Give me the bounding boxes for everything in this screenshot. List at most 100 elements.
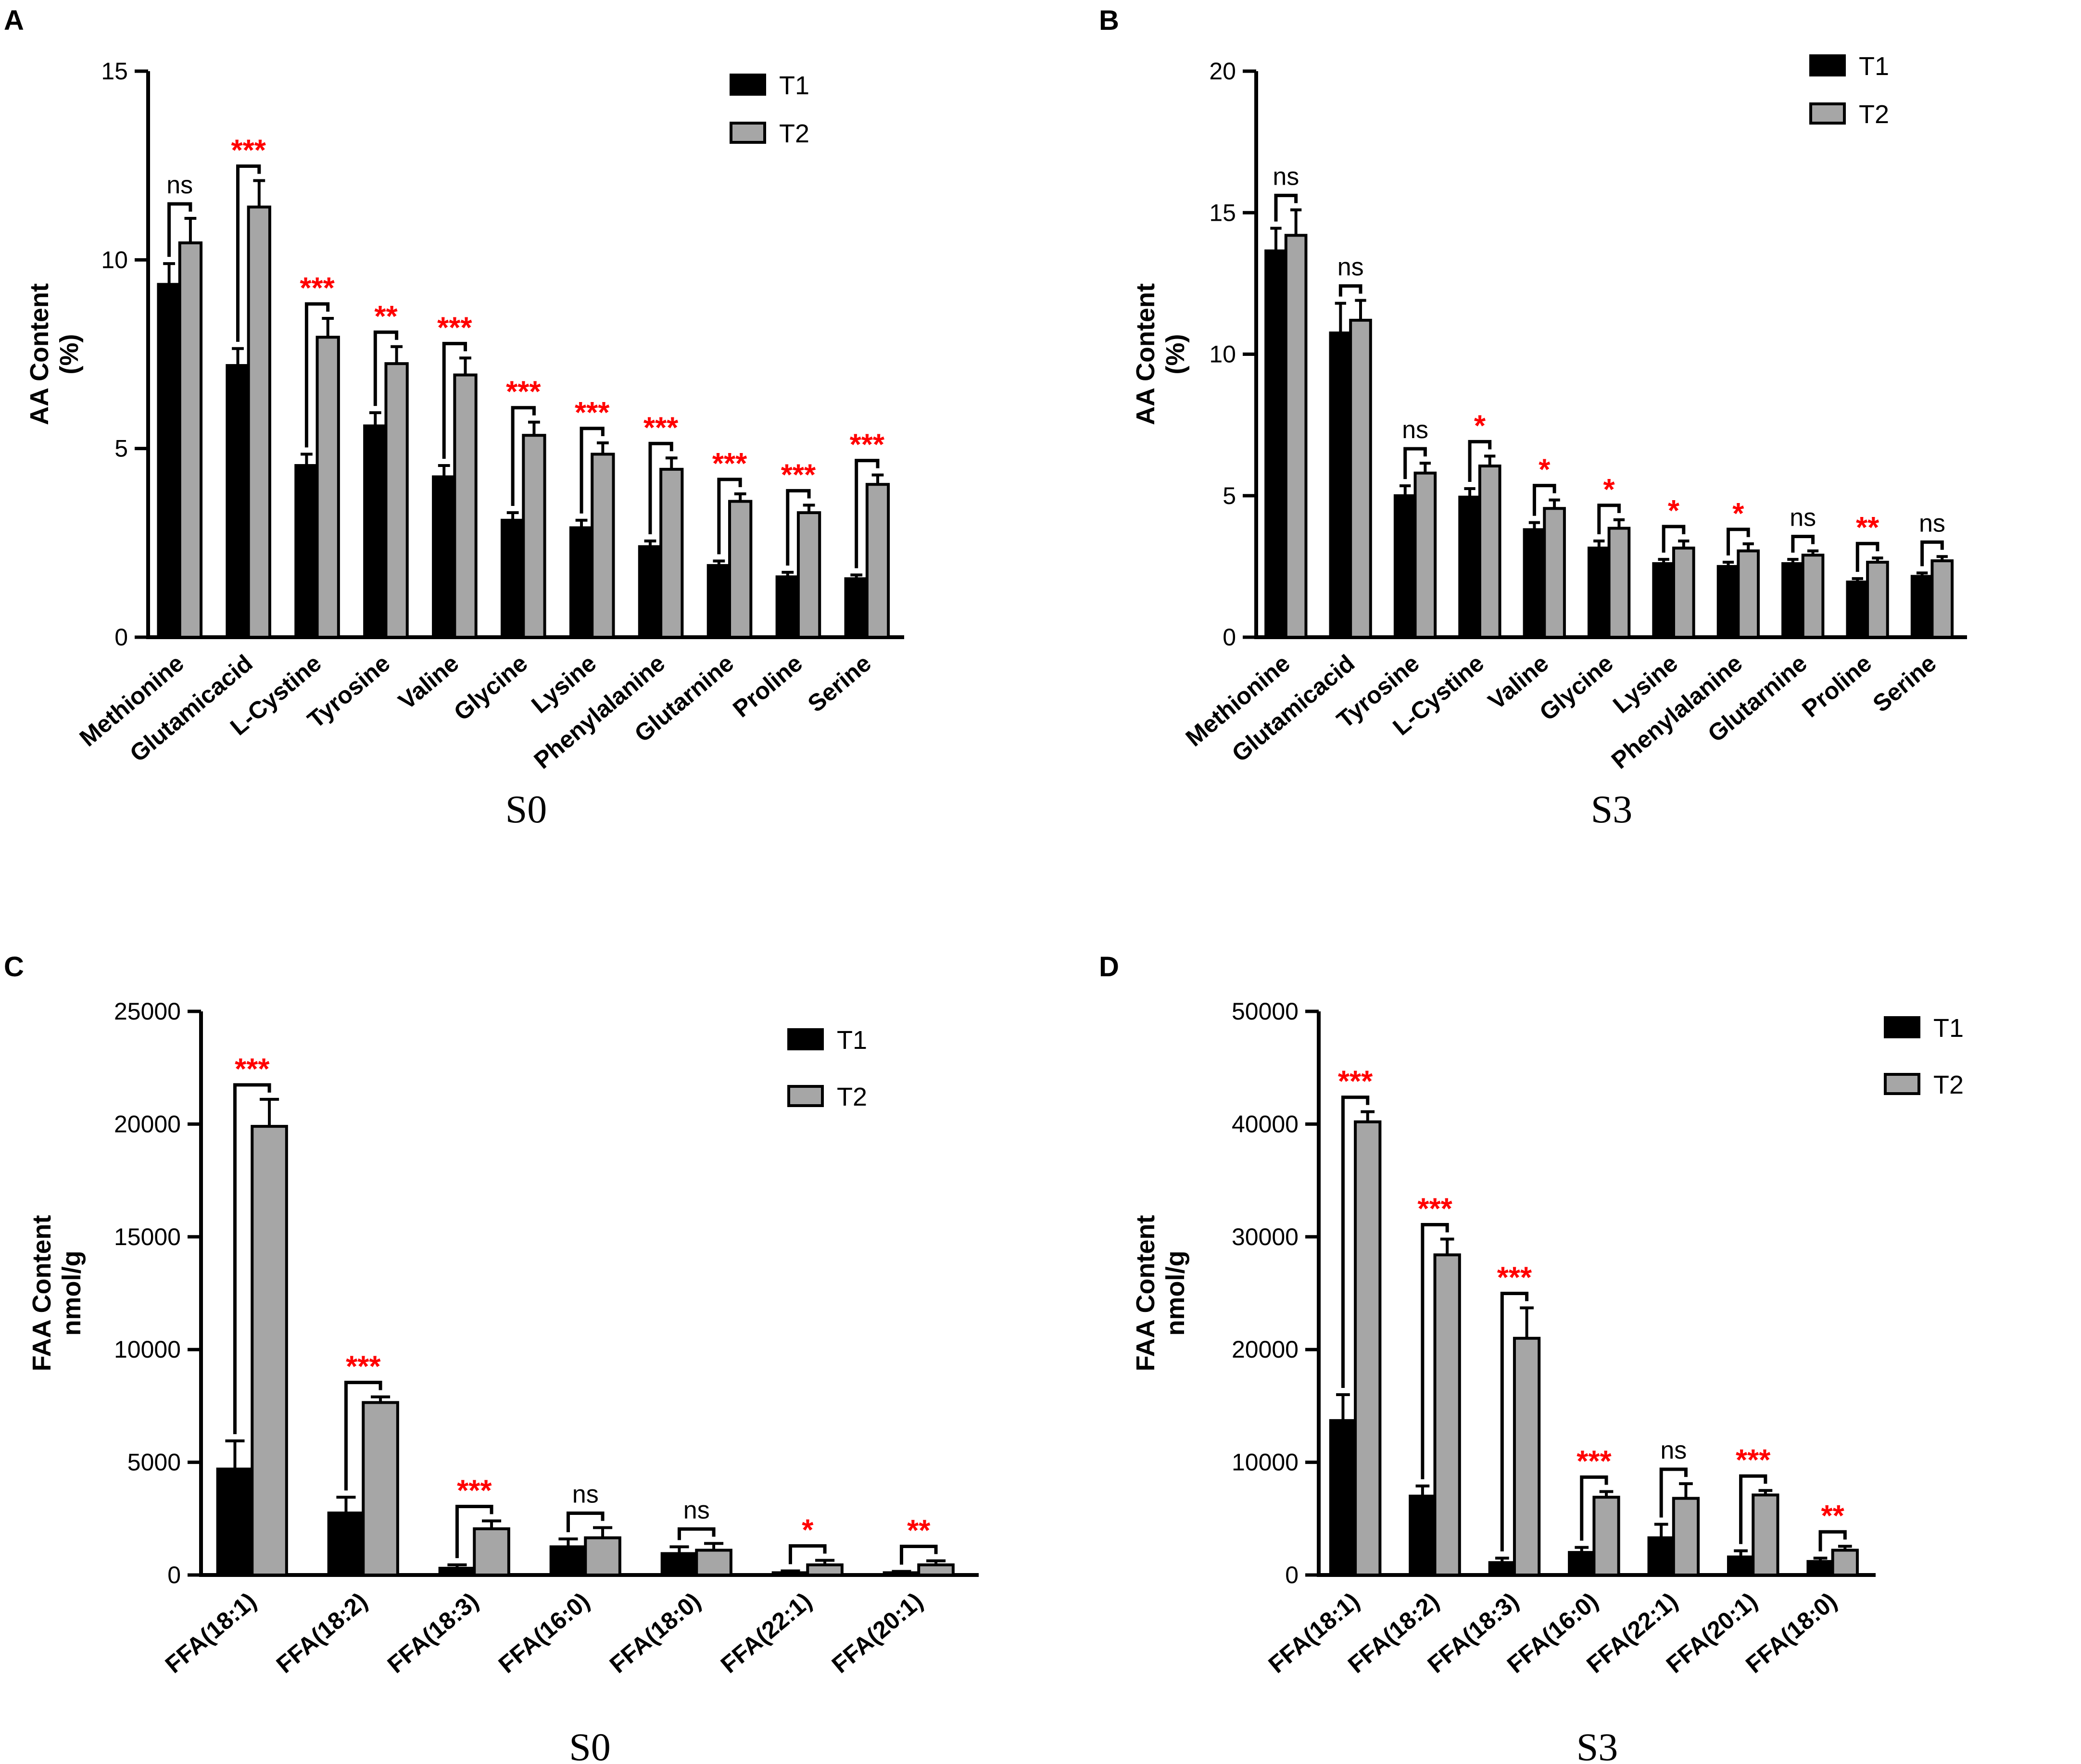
bar-t1	[363, 424, 388, 639]
y-tick-label: 40000	[1232, 1110, 1299, 1137]
bar-t2	[591, 453, 615, 639]
y-tick-label: 5	[114, 435, 128, 462]
legend-label-t1: T1	[1933, 1014, 1964, 1043]
significance-label: **	[1856, 511, 1879, 544]
y-tick-label: 20000	[114, 1110, 181, 1137]
significance-label: *	[1668, 494, 1680, 528]
category-label: Proline	[728, 650, 807, 723]
significance-label: **	[1821, 1499, 1845, 1533]
bar-t1	[1647, 1536, 1675, 1576]
significance-bracket	[1341, 1096, 1370, 1388]
bar-t1	[1393, 494, 1417, 639]
bar-t2	[806, 1563, 844, 1577]
bar-t1	[844, 577, 869, 639]
significance-bracket	[1597, 504, 1621, 534]
bar-t2	[584, 1536, 621, 1576]
category-label: FFA(18:2)	[271, 1588, 373, 1678]
bar-t2	[1543, 507, 1566, 639]
bar-t1	[1458, 495, 1481, 639]
category-label: Glycine	[1534, 650, 1618, 726]
legend-swatch-t2	[787, 1085, 824, 1107]
significance-label: ns	[1337, 253, 1364, 281]
panel-letter: B	[1099, 5, 1119, 36]
y-axis-label: AA Content(%)	[1131, 283, 1190, 425]
bar-t1	[327, 1512, 365, 1577]
significance-label: ***	[235, 1053, 270, 1086]
bar-t1	[1781, 562, 1804, 639]
y-tick-label: 0	[1223, 624, 1236, 651]
bar-t2	[1433, 1253, 1461, 1576]
significance-label: ***	[457, 1474, 492, 1507]
chart-panel-d: D 0 10000 20000 30000 40000 50000 FAA Contentnm…	[1099, 951, 1964, 1764]
y-tick-label: 0	[167, 1562, 181, 1588]
bar-t2	[1737, 549, 1760, 639]
significance-bracket	[167, 202, 192, 257]
bar-t2	[1349, 318, 1372, 639]
significance-bracket	[1920, 540, 1944, 567]
significance-label: *	[1474, 409, 1486, 442]
significance-bracket	[648, 441, 673, 534]
y-axis-label-line: FAA Content	[1131, 1215, 1160, 1372]
significance-bracket	[442, 341, 467, 459]
y-tick-label: 10	[1209, 341, 1236, 368]
bar-t1	[432, 475, 456, 639]
bar-t2	[1672, 546, 1695, 639]
bar-t1	[1910, 575, 1934, 639]
bar-t2	[1284, 234, 1308, 639]
significance-label: ***	[437, 311, 472, 344]
bar-t2	[1752, 1493, 1779, 1576]
significance-label: ***	[231, 134, 266, 167]
y-axis-label-line: FAA Content	[27, 1215, 56, 1372]
category-label: Serine	[1867, 650, 1941, 718]
bar-t1	[549, 1545, 587, 1576]
legend-swatch-t1	[1884, 1016, 1920, 1038]
significance-label: ns	[1660, 1436, 1687, 1464]
bar-t1	[1716, 565, 1740, 639]
significance-bracket	[304, 302, 330, 448]
significance-bracket	[1739, 1474, 1767, 1544]
y-tick-label: 25000	[114, 998, 181, 1025]
bar-t1	[1329, 331, 1352, 639]
category-label: FFA(18:0)	[605, 1588, 706, 1678]
category-label: FFA(18:3)	[382, 1588, 484, 1678]
bar-t2	[1831, 1549, 1859, 1576]
significance-bracket	[1274, 193, 1298, 222]
y-axis-label-line: nmol/g	[57, 1251, 86, 1336]
bar-t2	[1801, 554, 1825, 639]
significance-label: ***	[300, 272, 335, 305]
y-tick-label: 15	[101, 58, 128, 85]
significance-label: ***	[781, 458, 816, 491]
bar-t1	[706, 564, 732, 639]
bar-t1	[226, 364, 250, 639]
legend-swatch-t1	[730, 74, 766, 96]
category-label: FFA(22:1)	[716, 1588, 817, 1678]
bar-t1	[1727, 1555, 1755, 1577]
bar-t2	[251, 1125, 288, 1576]
bar-t2	[1866, 561, 1889, 639]
bar-t1	[1409, 1494, 1437, 1576]
category-label: Proline	[1797, 650, 1877, 723]
y-tick-label: 5000	[127, 1449, 181, 1476]
significance-bracket	[788, 1544, 827, 1564]
bar-t2	[453, 373, 478, 639]
category-label: FFA(16:0)	[493, 1588, 595, 1678]
x-axis-title: S0	[505, 787, 547, 831]
category-label: Glycine	[449, 650, 532, 726]
panel-letter: D	[1099, 951, 1119, 983]
significance-bracket	[1662, 525, 1686, 553]
bar-t2	[315, 336, 340, 639]
y-axis-label-line: (%)	[55, 334, 84, 375]
significance-bracket	[1468, 440, 1492, 482]
bar-t2	[1413, 471, 1437, 639]
legend-swatch-t1	[787, 1028, 824, 1050]
bar-t1	[883, 1571, 921, 1577]
legend-label-t1: T1	[779, 71, 809, 100]
significance-bracket	[1791, 535, 1815, 553]
x-axis-title: S3	[1591, 787, 1633, 831]
y-tick-label: 15	[1209, 199, 1236, 226]
significance-label: ns	[1273, 163, 1299, 190]
panel-letter: C	[4, 951, 24, 983]
y-tick-label: 30000	[1232, 1223, 1299, 1250]
